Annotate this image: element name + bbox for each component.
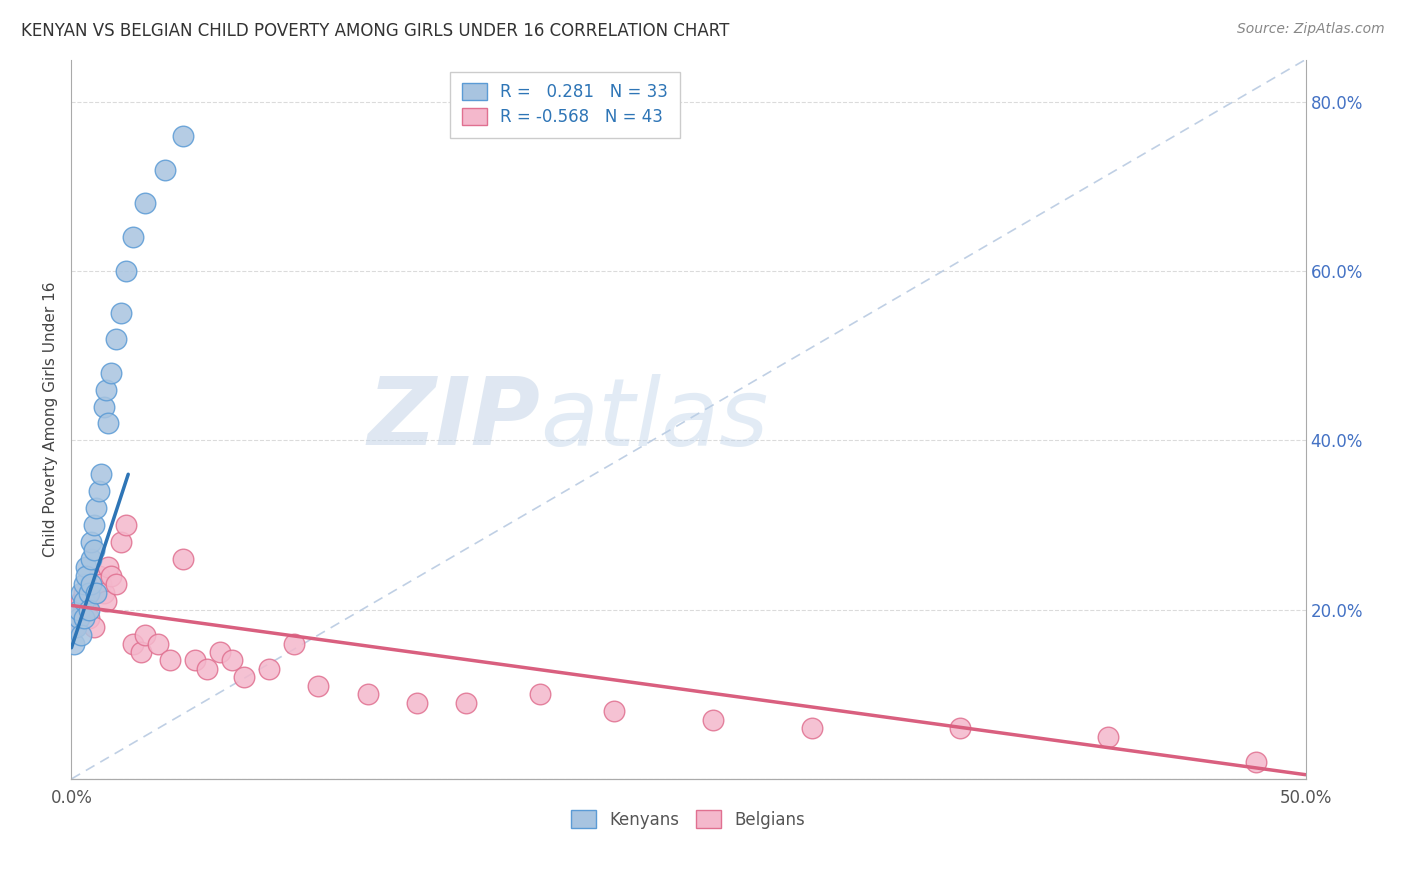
Point: [134, 196, 156, 211]
Point: [800, 721, 823, 735]
Point: [122, 636, 145, 650]
Text: KENYAN VS BELGIAN CHILD POVERTY AMONG GIRLS UNDER 16 CORRELATION CHART: KENYAN VS BELGIAN CHILD POVERTY AMONG GI…: [21, 22, 730, 40]
Point: [77, 611, 100, 625]
Point: [406, 696, 429, 710]
Point: [93, 586, 115, 600]
Point: [65, 619, 87, 633]
Point: [75, 569, 97, 583]
Point: [97, 560, 120, 574]
Point: [110, 306, 132, 320]
Point: [84, 586, 107, 600]
Point: [100, 366, 122, 380]
Point: [233, 670, 256, 684]
Point: [80, 535, 103, 549]
Point: [83, 543, 105, 558]
Point: [67, 602, 90, 616]
Point: [104, 332, 127, 346]
Point: [456, 696, 478, 710]
Point: [94, 594, 117, 608]
Point: [75, 560, 97, 574]
Y-axis label: Child Poverty Among Girls Under 16: Child Poverty Among Girls Under 16: [44, 282, 58, 557]
Point: [83, 619, 105, 633]
Point: [159, 653, 181, 667]
Point: [184, 653, 207, 667]
Point: [257, 662, 280, 676]
Point: [84, 586, 107, 600]
Point: [100, 569, 122, 583]
Point: [702, 713, 724, 727]
Text: atlas: atlas: [540, 374, 769, 465]
Point: [63, 636, 86, 650]
Point: [104, 577, 127, 591]
Point: [73, 594, 96, 608]
Point: [63, 619, 86, 633]
Point: [70, 594, 93, 608]
Point: [93, 400, 115, 414]
Point: [77, 586, 100, 600]
Point: [129, 645, 152, 659]
Point: [73, 577, 96, 591]
Point: [65, 602, 87, 616]
Point: [80, 577, 103, 591]
Point: [70, 586, 93, 600]
Point: [77, 602, 100, 616]
Point: [73, 586, 96, 600]
Point: [172, 552, 194, 566]
Point: [221, 653, 243, 667]
Point: [67, 611, 90, 625]
Point: [87, 569, 110, 583]
Point: [155, 162, 177, 177]
Point: [114, 518, 136, 533]
Point: [949, 721, 972, 735]
Point: [80, 577, 103, 591]
Point: [1097, 730, 1119, 744]
Point: [208, 645, 231, 659]
Point: [70, 628, 93, 642]
Point: [603, 704, 626, 718]
Point: [114, 264, 136, 278]
Point: [83, 518, 105, 533]
Point: [75, 602, 97, 616]
Point: [84, 501, 107, 516]
Text: Source: ZipAtlas.com: Source: ZipAtlas.com: [1237, 22, 1385, 37]
Point: [529, 687, 551, 701]
Point: [146, 636, 169, 650]
Point: [134, 628, 156, 642]
Text: ZIP: ZIP: [367, 373, 540, 466]
Point: [73, 611, 96, 625]
Point: [90, 577, 112, 591]
Point: [97, 417, 120, 431]
Point: [80, 552, 103, 566]
Point: [87, 484, 110, 499]
Point: [307, 679, 329, 693]
Point: [110, 535, 132, 549]
Point: [283, 636, 305, 650]
Point: [122, 230, 145, 244]
Point: [195, 662, 218, 676]
Point: [90, 467, 112, 482]
Point: [94, 383, 117, 397]
Point: [356, 687, 378, 701]
Point: [1244, 755, 1267, 769]
Point: [172, 128, 194, 143]
Point: [67, 611, 90, 625]
Legend: Kenyans, Belgians: Kenyans, Belgians: [565, 804, 813, 835]
